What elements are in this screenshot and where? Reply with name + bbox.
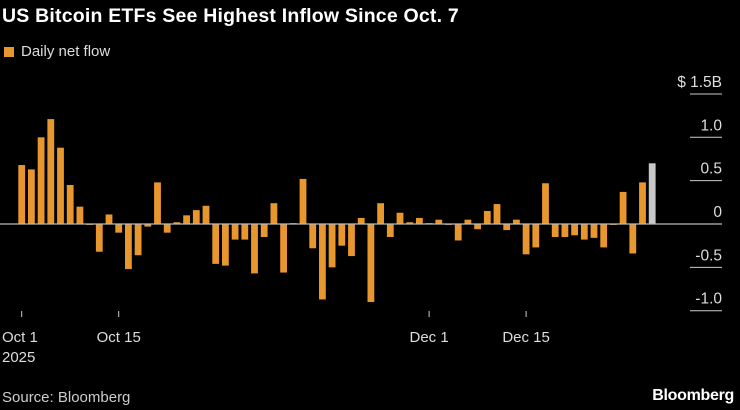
bar — [192, 210, 200, 224]
bar — [483, 210, 491, 224]
bar — [580, 224, 588, 240]
bar — [37, 137, 45, 224]
bar — [503, 224, 511, 231]
bar — [134, 224, 142, 256]
bar — [28, 169, 35, 224]
x-tick-sublabel: 2025 — [2, 349, 35, 366]
bar — [299, 178, 307, 224]
legend-label: Daily net flow — [21, 43, 111, 60]
bar — [639, 182, 646, 224]
bar — [551, 224, 559, 238]
y-tick-label: -0.5 — [695, 247, 722, 264]
bar — [47, 119, 55, 224]
bar — [493, 204, 501, 224]
chart-title: US Bitcoin ETFs See Highest Inflow Since… — [2, 5, 459, 27]
bar — [513, 219, 520, 224]
bar — [435, 219, 443, 224]
bar — [522, 224, 530, 255]
bloomberg-logo: Bloomberg — [652, 387, 734, 404]
bar — [590, 224, 598, 238]
bar — [115, 224, 123, 233]
bar — [561, 224, 569, 238]
x-tick-label: Oct 1 — [2, 329, 38, 346]
y-tick-label: 0 — [713, 204, 722, 221]
y-tick-label: 1.0 — [700, 117, 722, 134]
y-tick-label: $ 1.5B — [677, 74, 722, 91]
bar — [202, 205, 210, 224]
bar — [619, 191, 627, 224]
bar — [280, 224, 287, 273]
bar — [396, 212, 404, 224]
bar — [183, 215, 190, 224]
bar — [532, 224, 540, 248]
bar — [338, 224, 346, 246]
bar — [416, 217, 423, 224]
source-note: Source: Bloomberg — [2, 389, 131, 406]
y-tick-label: 0.5 — [700, 161, 722, 178]
bar — [328, 224, 336, 268]
y-tick-label: -1.0 — [695, 291, 722, 308]
legend: Daily net flow — [4, 43, 110, 60]
bar — [629, 224, 637, 254]
bar — [125, 224, 132, 270]
bar — [231, 224, 239, 240]
bar — [76, 206, 84, 224]
bar — [348, 224, 355, 257]
bar — [18, 165, 26, 224]
bar — [251, 224, 258, 274]
bar — [464, 219, 472, 224]
bar — [66, 184, 74, 224]
bar — [222, 224, 229, 266]
bar — [105, 214, 113, 224]
bar — [95, 224, 103, 252]
bar-chart: $ 1.5B 1.0 0.5 0 -0.5 -1.0 Oct 1 2025 Oct 15 Dec … — [0, 74, 722, 366]
bar — [648, 163, 656, 224]
legend-swatch — [4, 46, 14, 57]
bar — [571, 224, 578, 236]
bar — [406, 222, 414, 224]
x-tick-label: Dec 1 — [410, 329, 449, 346]
bar — [600, 224, 608, 248]
bar — [319, 224, 326, 300]
x-tick-label: Oct 15 — [97, 329, 141, 346]
bar — [357, 217, 365, 224]
x-tick-label: Dec 15 — [502, 329, 550, 346]
bar — [474, 224, 481, 230]
bar — [377, 203, 384, 224]
bar — [367, 224, 375, 303]
bar — [270, 203, 278, 224]
bar — [542, 183, 549, 224]
bar — [260, 224, 268, 238]
bar — [454, 224, 462, 241]
bar — [154, 182, 161, 224]
bar — [241, 224, 249, 240]
bar — [57, 147, 64, 224]
bar — [386, 224, 394, 238]
bar — [144, 224, 152, 227]
bar — [163, 224, 171, 233]
bar — [173, 222, 181, 224]
bar — [212, 224, 220, 264]
bar — [309, 224, 317, 249]
